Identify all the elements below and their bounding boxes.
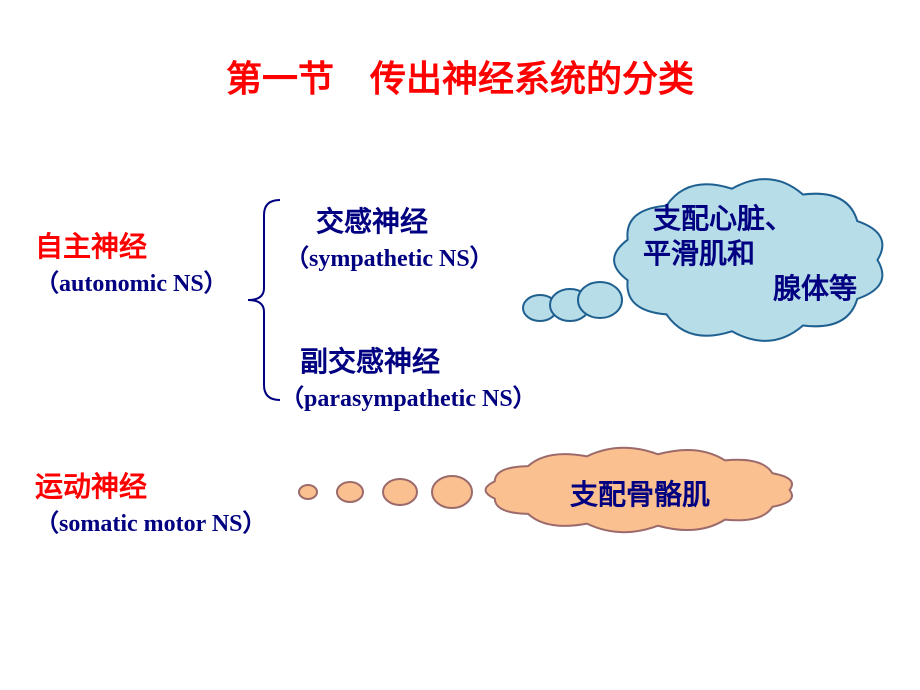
cloud1-bubbles <box>523 282 622 321</box>
cloud1-svg <box>0 0 920 690</box>
page-title: 第一节 传出神经系统的分类 <box>0 50 920 102</box>
autonomic-cn: 自主神经 <box>35 225 147 265</box>
parasympathetic-en: （parasympathetic NS） <box>280 378 537 413</box>
brace-path <box>248 200 280 400</box>
sympathetic-cn: 交感神经 <box>316 200 428 240</box>
cloud2-svg <box>0 0 920 690</box>
parasympathetic-cn: 副交感神经 <box>300 340 440 380</box>
title-text: 第一节 传出神经系统的分类 <box>226 59 694 99</box>
autonomic-en: （autonomic NS） <box>35 263 228 298</box>
somatic-cn: 运动神经 <box>35 465 147 505</box>
cloud2-text: 支配骨骼肌 <box>504 473 776 513</box>
cloud1-line3: 腺体等 <box>633 272 867 307</box>
cloud2-text-span: 支配骨骼肌 <box>570 480 710 511</box>
cloud2-bubbles <box>299 476 472 508</box>
sympathetic-en: （sympathetic NS） <box>285 238 494 273</box>
cloud1-text: 支配心脏、 平滑肌和 腺体等 <box>633 202 867 307</box>
cloud1-line2: 平滑肌和 <box>633 237 867 272</box>
cloud1-line1: 支配心脏、 <box>633 202 867 237</box>
somatic-en: （somatic motor NS） <box>35 503 267 538</box>
brace-svg <box>0 0 920 690</box>
